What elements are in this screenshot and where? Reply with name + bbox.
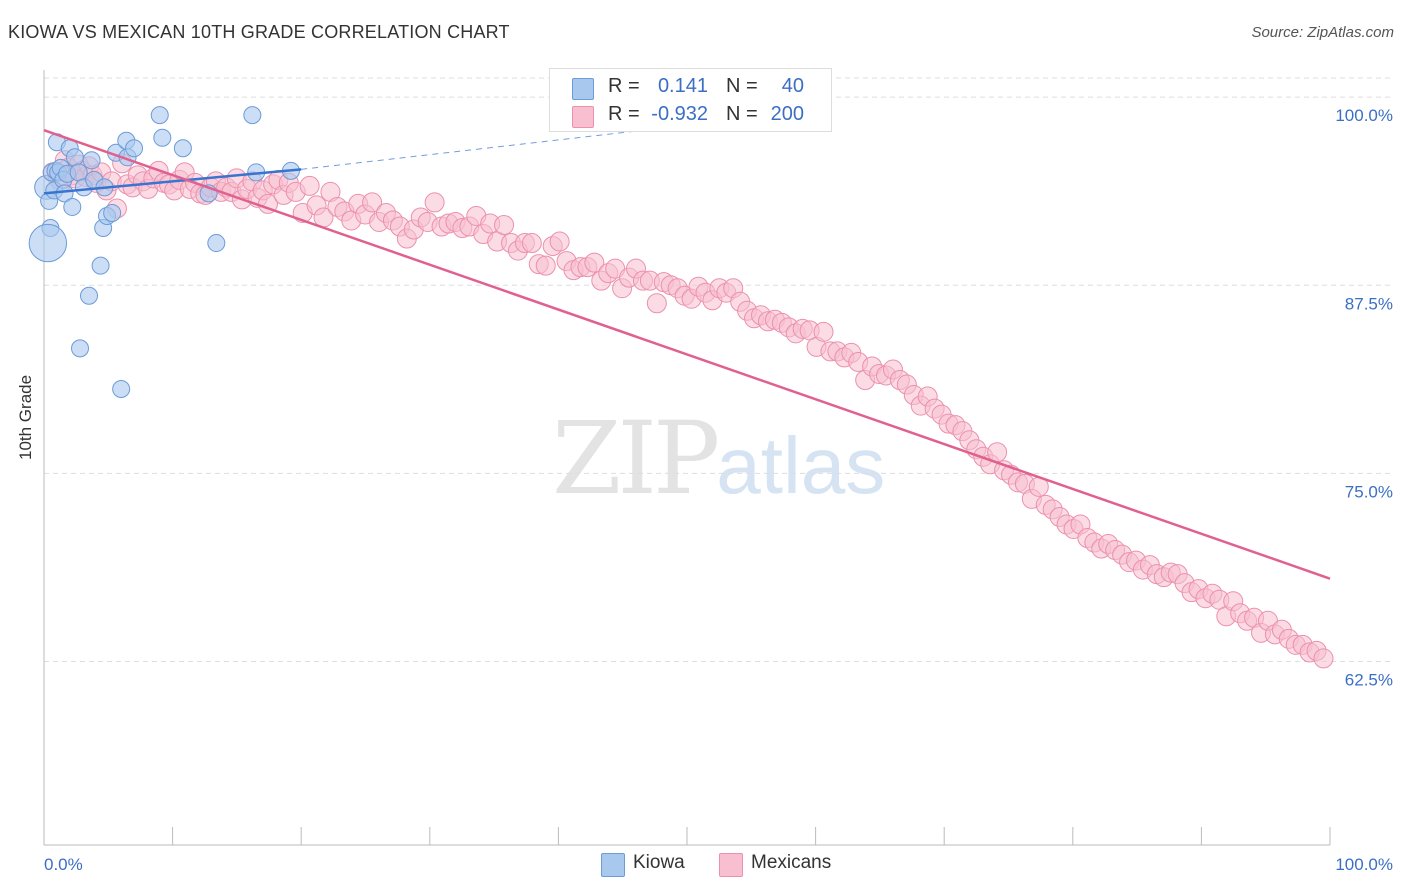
mexicans-n-label: N =	[726, 103, 758, 125]
correlation-legend: R = 0.141 N = 40 R = -0.932 N = 200	[549, 68, 832, 132]
source-label: Source: ZipAtlas.com	[1251, 24, 1394, 41]
mexicans-point	[987, 442, 1008, 463]
chart-title: KIOWA VS MEXICAN 10TH GRADE CORRELATION …	[8, 22, 510, 42]
watermark-atlas: atlas	[716, 421, 886, 510]
kiowa-n-value: 40	[781, 75, 804, 97]
legend-row-kiowa: R = 0.141 N = 40	[550, 73, 831, 101]
kiowa-point	[125, 139, 144, 158]
mexicans-swatch	[572, 106, 594, 128]
kiowa-point	[153, 128, 172, 147]
kiowa-point	[28, 223, 68, 263]
kiowa-point	[80, 286, 99, 305]
kiowa-point	[150, 106, 169, 125]
mexicans-point	[424, 192, 445, 213]
mexicans-point	[362, 192, 383, 213]
kiowa-point	[71, 339, 90, 358]
mexicans-point	[1313, 648, 1334, 669]
kiowa-swatch	[572, 78, 594, 100]
y-tick-label: 100.0%	[1335, 106, 1393, 125]
mexicans-point	[521, 233, 542, 254]
mexicans-point	[535, 255, 556, 276]
y-tick-label: 87.5%	[1345, 294, 1393, 313]
mexicans-n-value: 200	[770, 103, 804, 125]
mexicans-point	[549, 231, 570, 252]
kiowa-r-label: R =	[608, 75, 640, 97]
kiowa-point	[173, 139, 192, 158]
kiowa-point	[63, 197, 82, 216]
kiowa-point	[207, 234, 226, 253]
kiowa-point	[65, 148, 84, 167]
legend-row-mexicans: R = -0.932 N = 200	[550, 101, 831, 129]
kiowa-point	[82, 151, 101, 170]
kiowa-n-label: N =	[726, 75, 758, 97]
mexicans-point	[584, 252, 605, 273]
bottom-kiowa-swatch	[601, 853, 625, 877]
watermark-zip: ZIP	[552, 400, 720, 517]
mexicans-point	[299, 175, 320, 196]
kiowa-point	[91, 256, 110, 275]
x-tick-label-max: 100.0%	[1335, 855, 1393, 874]
mexicans-point	[646, 293, 667, 314]
kiowa-point	[69, 163, 88, 182]
kiowa-point	[112, 380, 131, 399]
kiowa-point	[243, 106, 262, 125]
mexicans-r-label: R =	[608, 103, 640, 125]
mexicans-r-value: -0.932	[651, 103, 708, 125]
y-tick-label: 75.0%	[1345, 482, 1393, 501]
watermark: ZIPatlas	[552, 400, 885, 517]
kiowa-r-value: 0.141	[657, 75, 708, 97]
bottom-mexicans-swatch	[719, 853, 743, 877]
x-tick-label-min: 0.0%	[44, 855, 83, 874]
kiowa-point	[103, 203, 122, 222]
bottom-mexicans-label: Mexicans	[751, 852, 832, 873]
mexicans-point	[605, 258, 626, 279]
y-tick-label: 62.5%	[1345, 670, 1393, 689]
bottom-kiowa-label: Kiowa	[633, 852, 685, 873]
mexicans-trend-line	[43, 129, 1331, 580]
kiowa-trend-line	[43, 168, 302, 195]
mexicans-point	[813, 321, 834, 342]
mexicans-point	[494, 215, 515, 235]
y-axis-label: 10th Grade	[16, 374, 35, 460]
